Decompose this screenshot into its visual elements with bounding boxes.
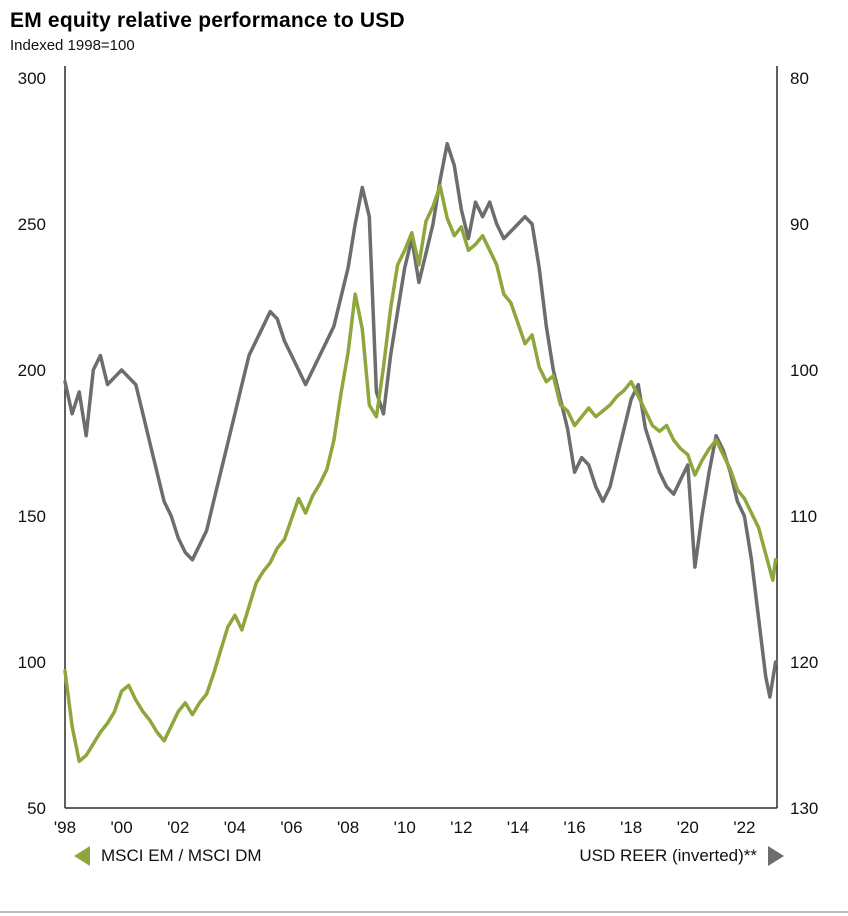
right-axis-tick-label: 80 (790, 69, 809, 88)
right-axis-tick-label: 100 (790, 361, 818, 380)
legend-label-usd-reer: USD REER (inverted)** (579, 846, 757, 865)
right-axis-tick-label: 130 (790, 799, 818, 818)
x-axis-tick-label: '22 (733, 818, 755, 837)
x-axis-tick-label: '06 (280, 818, 302, 837)
right-axis-tick-label: 110 (790, 507, 817, 526)
bottom-divider (0, 911, 848, 913)
right-axis-tick-label: 120 (790, 653, 818, 672)
left-axis-tick-label: 100 (18, 653, 46, 672)
chart-legend: MSCI EM / MSCI DM USD REER (inverted)** (0, 846, 848, 866)
x-axis-tick-label: '14 (507, 818, 529, 837)
legend-item-msci-em-dm: MSCI EM / MSCI DM (74, 846, 262, 866)
series-line-usd-reer (63, 141, 778, 699)
chart-title: EM equity relative performance to USD (10, 9, 405, 32)
x-axis-tick-label: '18 (620, 818, 642, 837)
left-axis-tick-label: 200 (18, 361, 46, 380)
x-axis-tick-label: '02 (167, 818, 189, 837)
x-axis-tick-label: '04 (224, 818, 246, 837)
left-axis-tick-label: 300 (18, 69, 46, 88)
x-axis-tick-label: '08 (337, 818, 359, 837)
right-triangle-icon (768, 846, 784, 866)
left-axis-tick-label: 250 (18, 215, 46, 234)
left-triangle-icon (74, 846, 90, 866)
x-axis-tick-label: '10 (394, 818, 416, 837)
legend-label-msci-em-dm: MSCI EM / MSCI DM (101, 846, 262, 865)
chart-subtitle: Indexed 1998=100 (10, 37, 135, 54)
x-axis-tick-label: '20 (677, 818, 699, 837)
legend-item-usd-reer: USD REER (inverted)** (579, 846, 784, 866)
left-axis-tick-label: 150 (18, 507, 46, 526)
x-axis-tick-label: '98 (54, 818, 76, 837)
right-axis-tick-label: 90 (790, 215, 809, 234)
x-axis-tick-label: '16 (564, 818, 586, 837)
dual-axis-line-chart: 300 250 200 150 100 50 80 90 100 110 120 130 '98 '00 '… (18, 66, 818, 837)
series-line-msci-em-dm (63, 184, 778, 764)
left-axis-tick-label: 50 (27, 799, 46, 818)
x-axis-tick-label: '12 (450, 818, 472, 837)
x-axis-tick-label: '00 (111, 818, 133, 837)
